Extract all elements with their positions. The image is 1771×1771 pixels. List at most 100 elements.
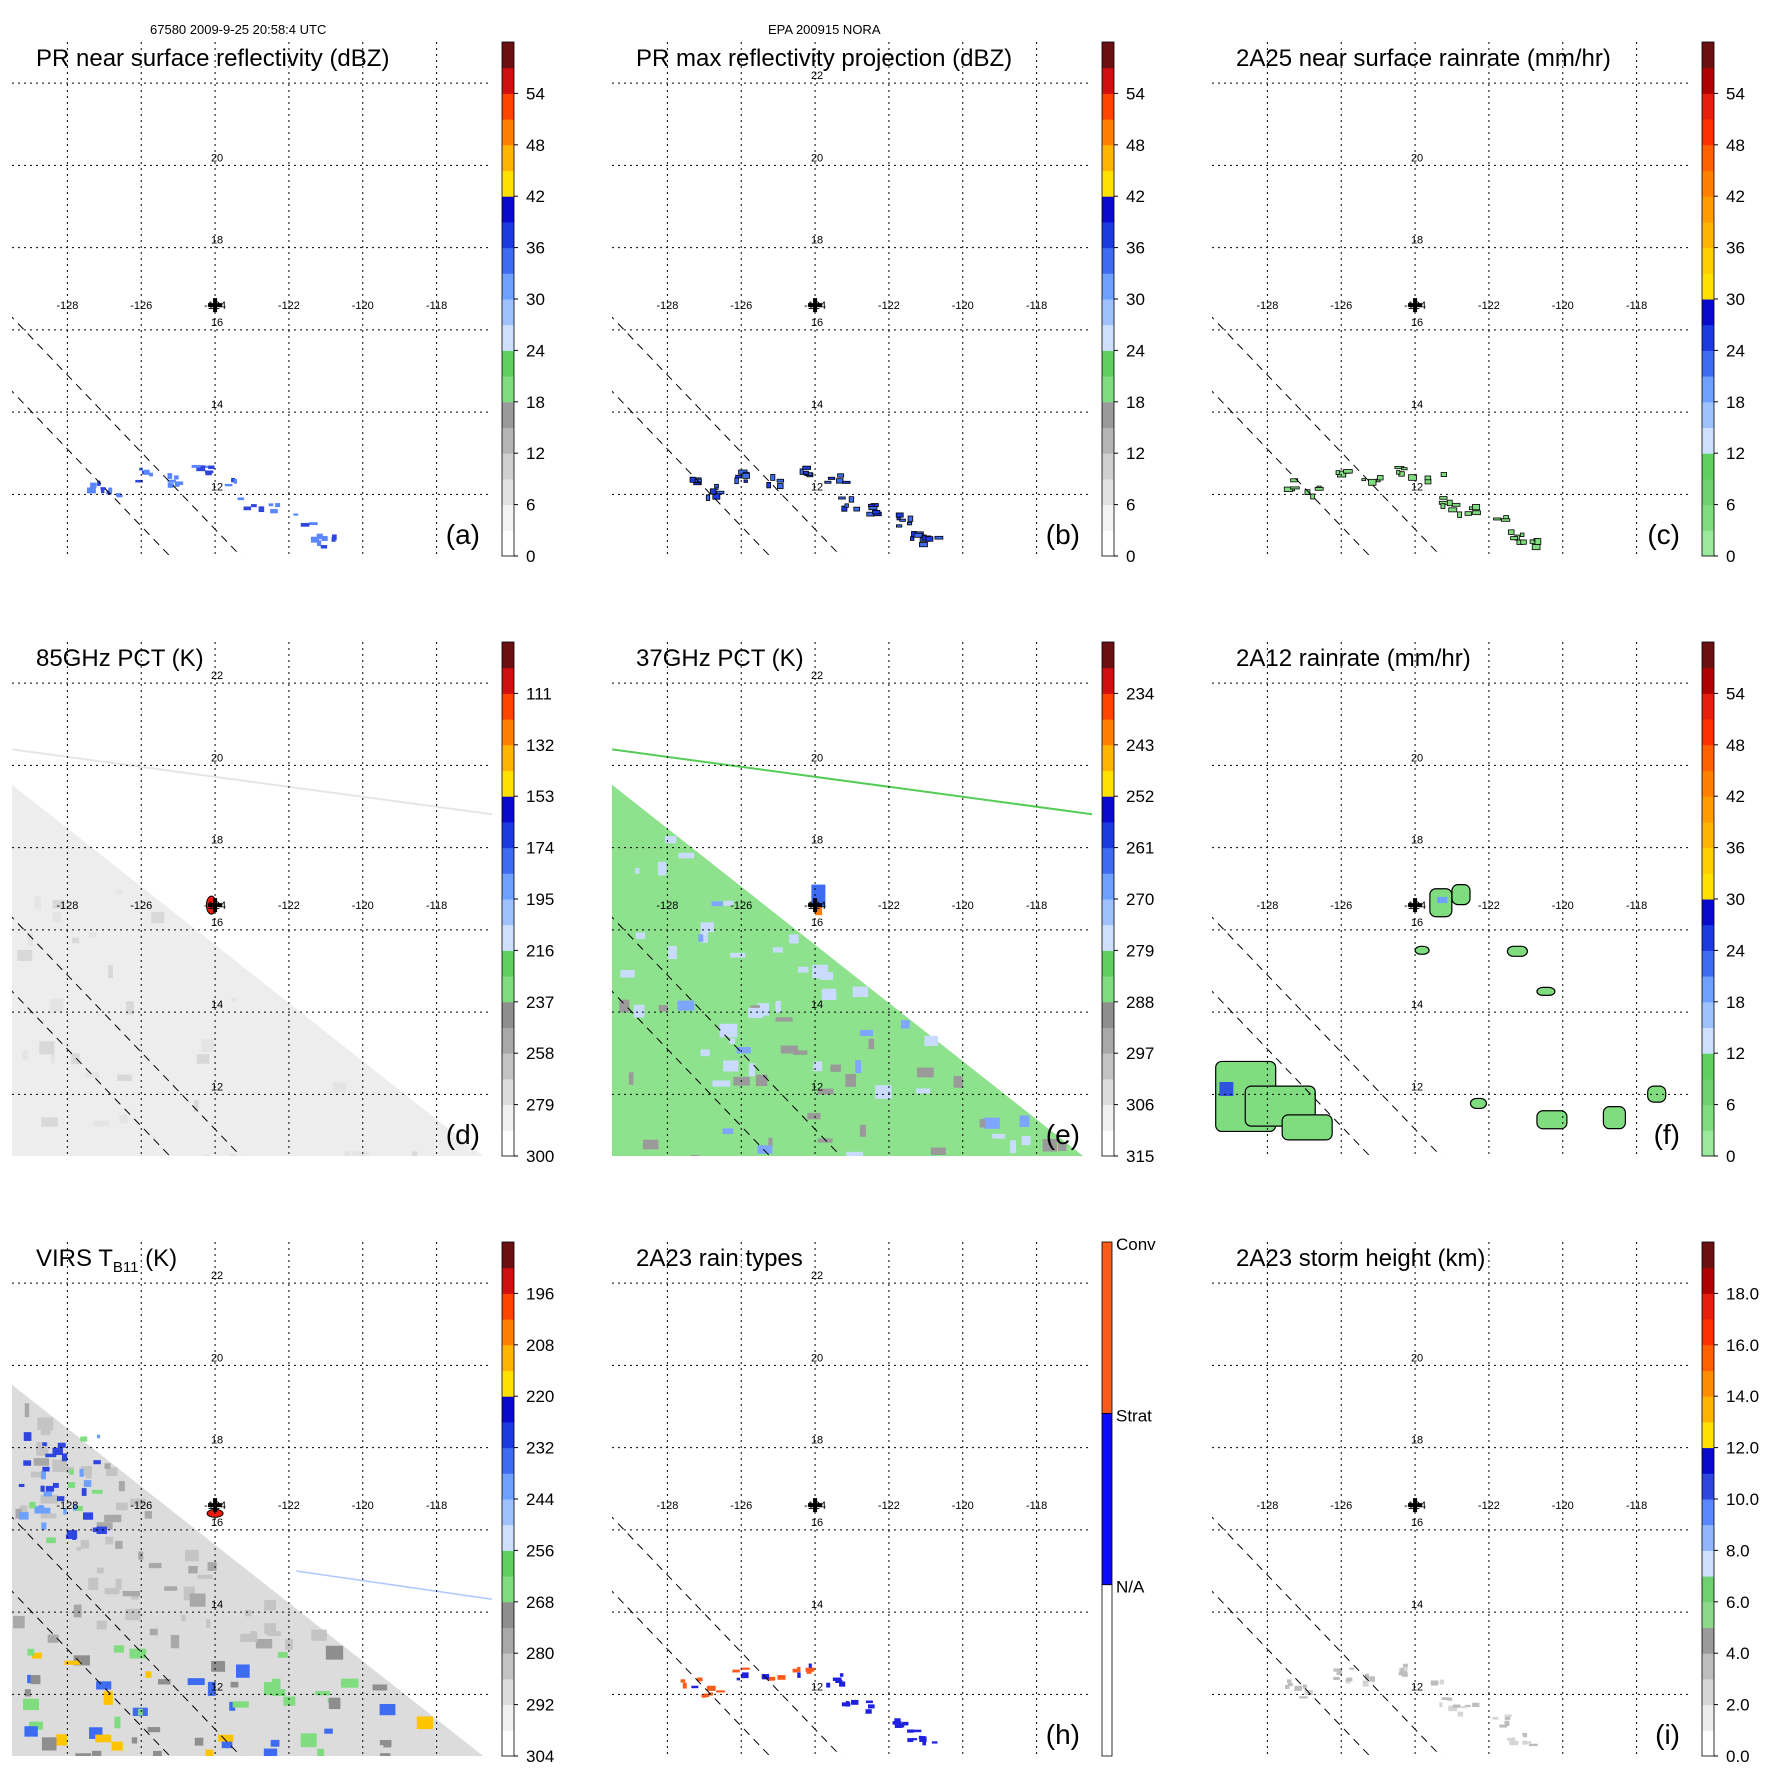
data-cell (100, 488, 105, 494)
lat-tick-label: 12 (211, 1081, 223, 1093)
colorbar-band (502, 1473, 514, 1500)
colorbar-band (1702, 170, 1714, 197)
data-cell (665, 835, 677, 844)
data-cell (748, 1007, 764, 1019)
pr-swath-edge (12, 390, 171, 556)
data-cell (1362, 1681, 1369, 1687)
data-cell (1349, 1667, 1355, 1670)
colorbar-f: 0 6 12 18 24 30 36 42 48 54 (1701, 641, 1745, 1166)
data-cell (729, 1038, 736, 1045)
data-cell (901, 1722, 909, 1726)
data-cell (328, 1697, 341, 1710)
data-cell (757, 1145, 773, 1154)
data-cell (231, 477, 236, 483)
data-cell (1504, 1714, 1511, 1720)
colorbar-tick-label: 6 (1726, 496, 1735, 515)
data-cell (52, 899, 65, 909)
lon-tick-label: -122 (878, 300, 900, 312)
data-cell (826, 1682, 831, 1688)
data-cell (690, 1155, 701, 1156)
data-cell (992, 1133, 1005, 1139)
data-cell (272, 1689, 286, 1696)
data-cell (104, 1587, 120, 1595)
data-cell (845, 1074, 857, 1087)
data-cell (1440, 472, 1447, 477)
data-cell (835, 1679, 843, 1683)
data-cell (85, 1072, 99, 1078)
colorbar-band (1702, 504, 1714, 531)
data-cell (41, 1522, 47, 1530)
data-cell (1525, 1741, 1532, 1744)
colorbar-band (502, 924, 514, 951)
colorbar-c: 0 6 12 18 24 30 36 42 48 54 (1701, 41, 1745, 566)
colorbar-band (1702, 42, 1714, 69)
colorbar-band (1702, 1550, 1714, 1577)
colorbar-band (1102, 873, 1114, 900)
data-cell (1021, 1136, 1031, 1146)
lat-tick-label: 12 (811, 481, 823, 493)
data-cell (867, 1704, 875, 1709)
colorbar-tick-label: 18.0 (1726, 1284, 1759, 1303)
colorbar-tick-label: 268 (526, 1593, 554, 1612)
data-cell (841, 1702, 851, 1707)
panel-label: (d) (446, 1119, 480, 1150)
data-cell (100, 487, 106, 490)
data-cell (148, 1562, 162, 1569)
colorbar-band (1702, 1027, 1714, 1054)
pr-swath-edge (612, 316, 842, 556)
data-cell (934, 535, 944, 540)
data-cell (1403, 1663, 1408, 1668)
colorbar-band (502, 1267, 514, 1294)
colorbar-tick-label: 0 (526, 547, 535, 566)
colorbar-tick-label: 232 (526, 1439, 554, 1458)
data-cell (64, 1660, 81, 1665)
data-cell (865, 1709, 872, 1714)
colorbar-band (1702, 401, 1714, 428)
colorbar-band (1102, 821, 1114, 849)
data-cell (111, 1741, 123, 1751)
lat-tick-label: 20 (1411, 752, 1423, 764)
colorbar-band (1702, 1704, 1714, 1731)
data-cell (106, 1467, 118, 1477)
data-cell (170, 1634, 180, 1649)
rain-patch (1536, 986, 1556, 997)
data-cell (633, 1004, 645, 1018)
lon-tick-label: -128 (56, 1500, 78, 1512)
data-cell (635, 867, 640, 874)
colorbar-tick-label: 195 (526, 890, 554, 909)
data-cell (293, 513, 299, 516)
colorbar-tick-label: 18 (1726, 993, 1745, 1012)
data-cell (204, 470, 214, 474)
colorbar-band (1102, 530, 1114, 557)
lat-tick-label: 20 (211, 752, 223, 764)
lat-tick-label: 12 (811, 1081, 823, 1093)
data-cell (24, 1403, 30, 1418)
lat-tick-label: 16 (811, 917, 823, 929)
data-cell (1042, 1138, 1057, 1152)
colorbar-band (1702, 899, 1714, 926)
colorbar-tick-label: 54 (526, 84, 545, 103)
data-cell (1448, 507, 1458, 513)
data-cell (832, 1677, 842, 1681)
data-cell (837, 473, 845, 478)
colorbar-band (502, 770, 514, 797)
data-cell (1511, 1737, 1516, 1744)
colorbar-band (1702, 1001, 1714, 1028)
data-cell (118, 1480, 125, 1492)
data-cell (96, 1567, 104, 1574)
data-cell (66, 1530, 78, 1539)
colorbar-band (1102, 899, 1114, 926)
colorbar-tick-label: 42 (1726, 187, 1745, 206)
lat-tick-label: 16 (1411, 317, 1423, 329)
data-cell (244, 1610, 252, 1617)
data-cell (229, 1153, 236, 1156)
pr-swath-edge (1212, 916, 1442, 1156)
data-cell (40, 1507, 51, 1514)
lon-tick-label: -122 (878, 1500, 900, 1512)
data-cell (113, 1645, 125, 1653)
storm-center-marker (208, 898, 223, 913)
data-cell (38, 1504, 44, 1514)
storm-center-marker (1408, 898, 1423, 913)
colorbar-tick-label: 30 (1726, 290, 1745, 309)
panel-e-plot (612, 642, 1092, 1156)
